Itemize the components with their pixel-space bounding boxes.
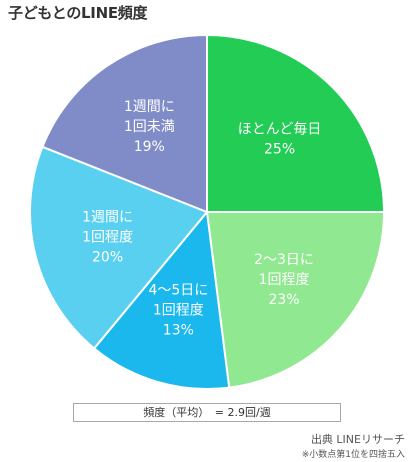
slice-label-0: ほとんど毎日 25% xyxy=(238,121,322,157)
slice-category-label: 1週間に xyxy=(124,99,175,115)
slice-value-label: 19% xyxy=(134,139,165,155)
average-frequency-box: 頻度（平均） = 2.9回/週 xyxy=(73,403,341,422)
slice-value-label: 23% xyxy=(268,292,299,308)
chart-title: 子どもとのLINE頻度 xyxy=(8,4,148,22)
pie-slice-3 xyxy=(29,145,209,350)
slice-category-label: ほとんど毎日 xyxy=(238,121,322,137)
slice-category-label: 1回程度 xyxy=(153,303,204,319)
slice-category-label: 1回未満 xyxy=(124,119,175,135)
pie-slice-4 xyxy=(41,33,208,214)
pie-slice-2 xyxy=(92,209,231,390)
slice-label-3: 1週間に 1回程度 20% xyxy=(82,210,133,266)
slice-value-label: 13% xyxy=(163,323,194,339)
pie-chart: ほとんど毎日 25% 2～3日に 1回程度 23% 4～5日に 1回程度 13% 1週間に 1回程… xyxy=(29,33,386,390)
slice-category-label: 1回程度 xyxy=(259,272,310,288)
slice-category-label: 1回程度 xyxy=(82,230,133,246)
slice-value-label: 25% xyxy=(264,141,295,157)
slice-category-label: 2～3日に xyxy=(254,252,314,268)
slice-category-label: 4～5日に xyxy=(148,283,208,299)
slice-label-2: 4～5日に 1回程度 13% xyxy=(148,283,208,339)
rounding-note: ※小数点第1位を四捨五入 xyxy=(301,450,405,460)
pie-slice-1 xyxy=(205,211,386,389)
slice-label-4: 1週間に 1回未満 19% xyxy=(124,99,175,155)
slice-label-1: 2～3日に 1回程度 23% xyxy=(254,252,314,308)
pie-slice-0 xyxy=(206,33,386,213)
slice-category-label: 1週間に xyxy=(82,210,133,226)
slice-value-label: 20% xyxy=(92,250,123,266)
source-credit: 出典 LINEリサーチ xyxy=(310,433,405,446)
